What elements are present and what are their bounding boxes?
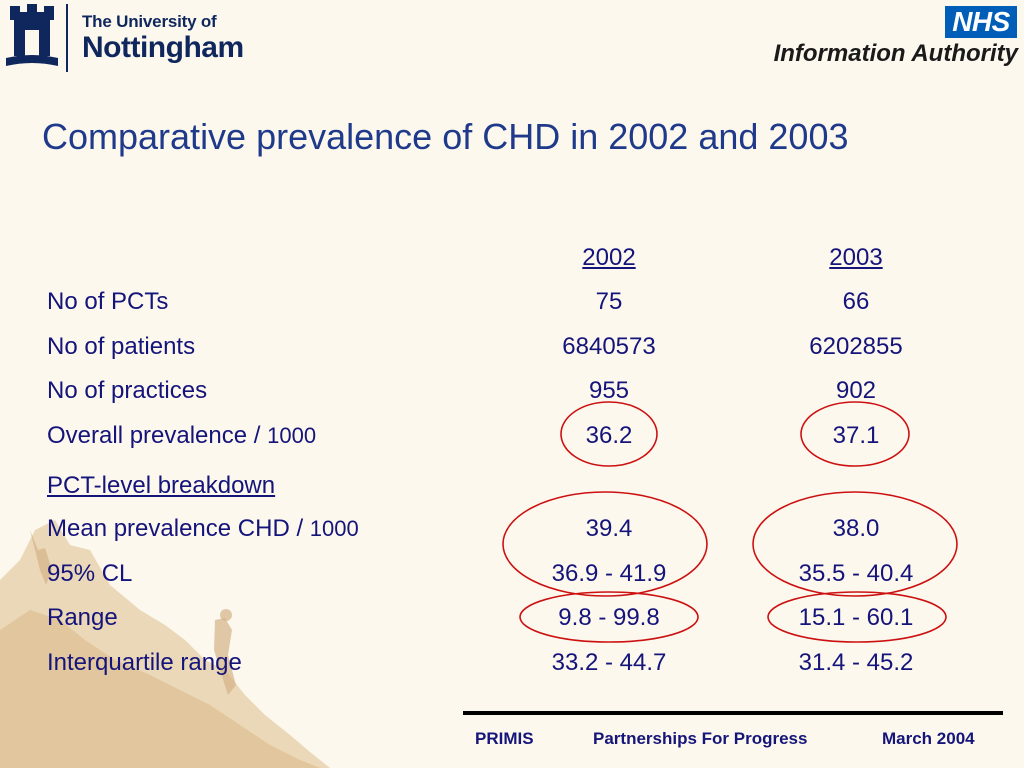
column-header-2003: 2003	[829, 244, 883, 271]
value-patients-2003: 6202855	[809, 333, 903, 360]
climber-background-illustration	[0, 520, 330, 768]
value-practices-2003: 902	[835, 377, 877, 404]
value-range-2002: 9.8 - 99.8	[558, 604, 660, 631]
value-mean-prevalence-2002: 39.4	[585, 515, 633, 542]
university-name-line1: The University of	[82, 12, 217, 31]
nhs-logo-badge: NHS	[945, 6, 1017, 38]
row-label-mean-prevalence-denominator: 1000	[309, 516, 359, 541]
footer-primis: PRIMIS	[475, 729, 534, 748]
section-heading-pct-breakdown: PCT-level breakdown	[47, 472, 276, 499]
university-logo: The University of Nottingham	[4, 2, 244, 72]
value-interquartile-range-2002: 33.2 - 44.7	[551, 649, 667, 676]
row-label-mean-prevalence: Mean prevalence CHD / 1000	[47, 515, 359, 543]
slide-title: Comparative prevalence of CHD in 2002 an…	[42, 116, 849, 157]
row-label-overall-prevalence: Overall prevalence / 1000	[47, 422, 316, 450]
value-95-cl-2003: 35.5 - 40.4	[798, 560, 914, 587]
value-95-cl-2002: 36.9 - 41.9	[551, 560, 667, 587]
castle-crest-icon	[6, 4, 58, 66]
row-label-overall-prevalence-text: Overall prevalence /	[47, 422, 268, 449]
value-range-2003: 15.1 - 60.1	[798, 604, 914, 631]
row-label-practices: No of practices	[47, 377, 208, 404]
row-label-mean-prevalence-text: Mean prevalence CHD /	[47, 515, 310, 542]
value-practices-2002: 955	[588, 377, 630, 404]
row-label-patients: No of patients	[47, 333, 196, 360]
row-label-95-cl: 95% CL	[47, 560, 133, 587]
value-overall-prevalence-2003: 37.1	[832, 422, 880, 449]
row-label-overall-prevalence-denominator: 1000	[267, 423, 317, 448]
footer-date: March 2004	[882, 729, 975, 748]
column-header-2002: 2002	[582, 244, 636, 271]
footer-tagline: Partnerships For Progress	[593, 729, 808, 748]
university-name: The University of Nottingham	[82, 12, 244, 64]
row-label-range: Range	[47, 604, 118, 631]
value-mean-prevalence-2003: 38.0	[832, 515, 880, 542]
footer-rule	[463, 711, 1003, 715]
logo-divider	[66, 4, 68, 72]
value-interquartile-range-2003: 31.4 - 45.2	[798, 649, 914, 676]
row-label-interquartile-range: Interquartile range	[47, 649, 242, 676]
university-name-line2: Nottingham	[82, 31, 244, 64]
nhs-subtitle: Information Authority	[773, 40, 1018, 67]
value-pcts-2003: 66	[842, 288, 870, 315]
row-label-pcts: No of PCTs	[47, 288, 169, 315]
value-pcts-2002: 75	[595, 288, 623, 315]
value-overall-prevalence-2002: 36.2	[585, 422, 633, 449]
value-patients-2002: 6840573	[562, 333, 656, 360]
